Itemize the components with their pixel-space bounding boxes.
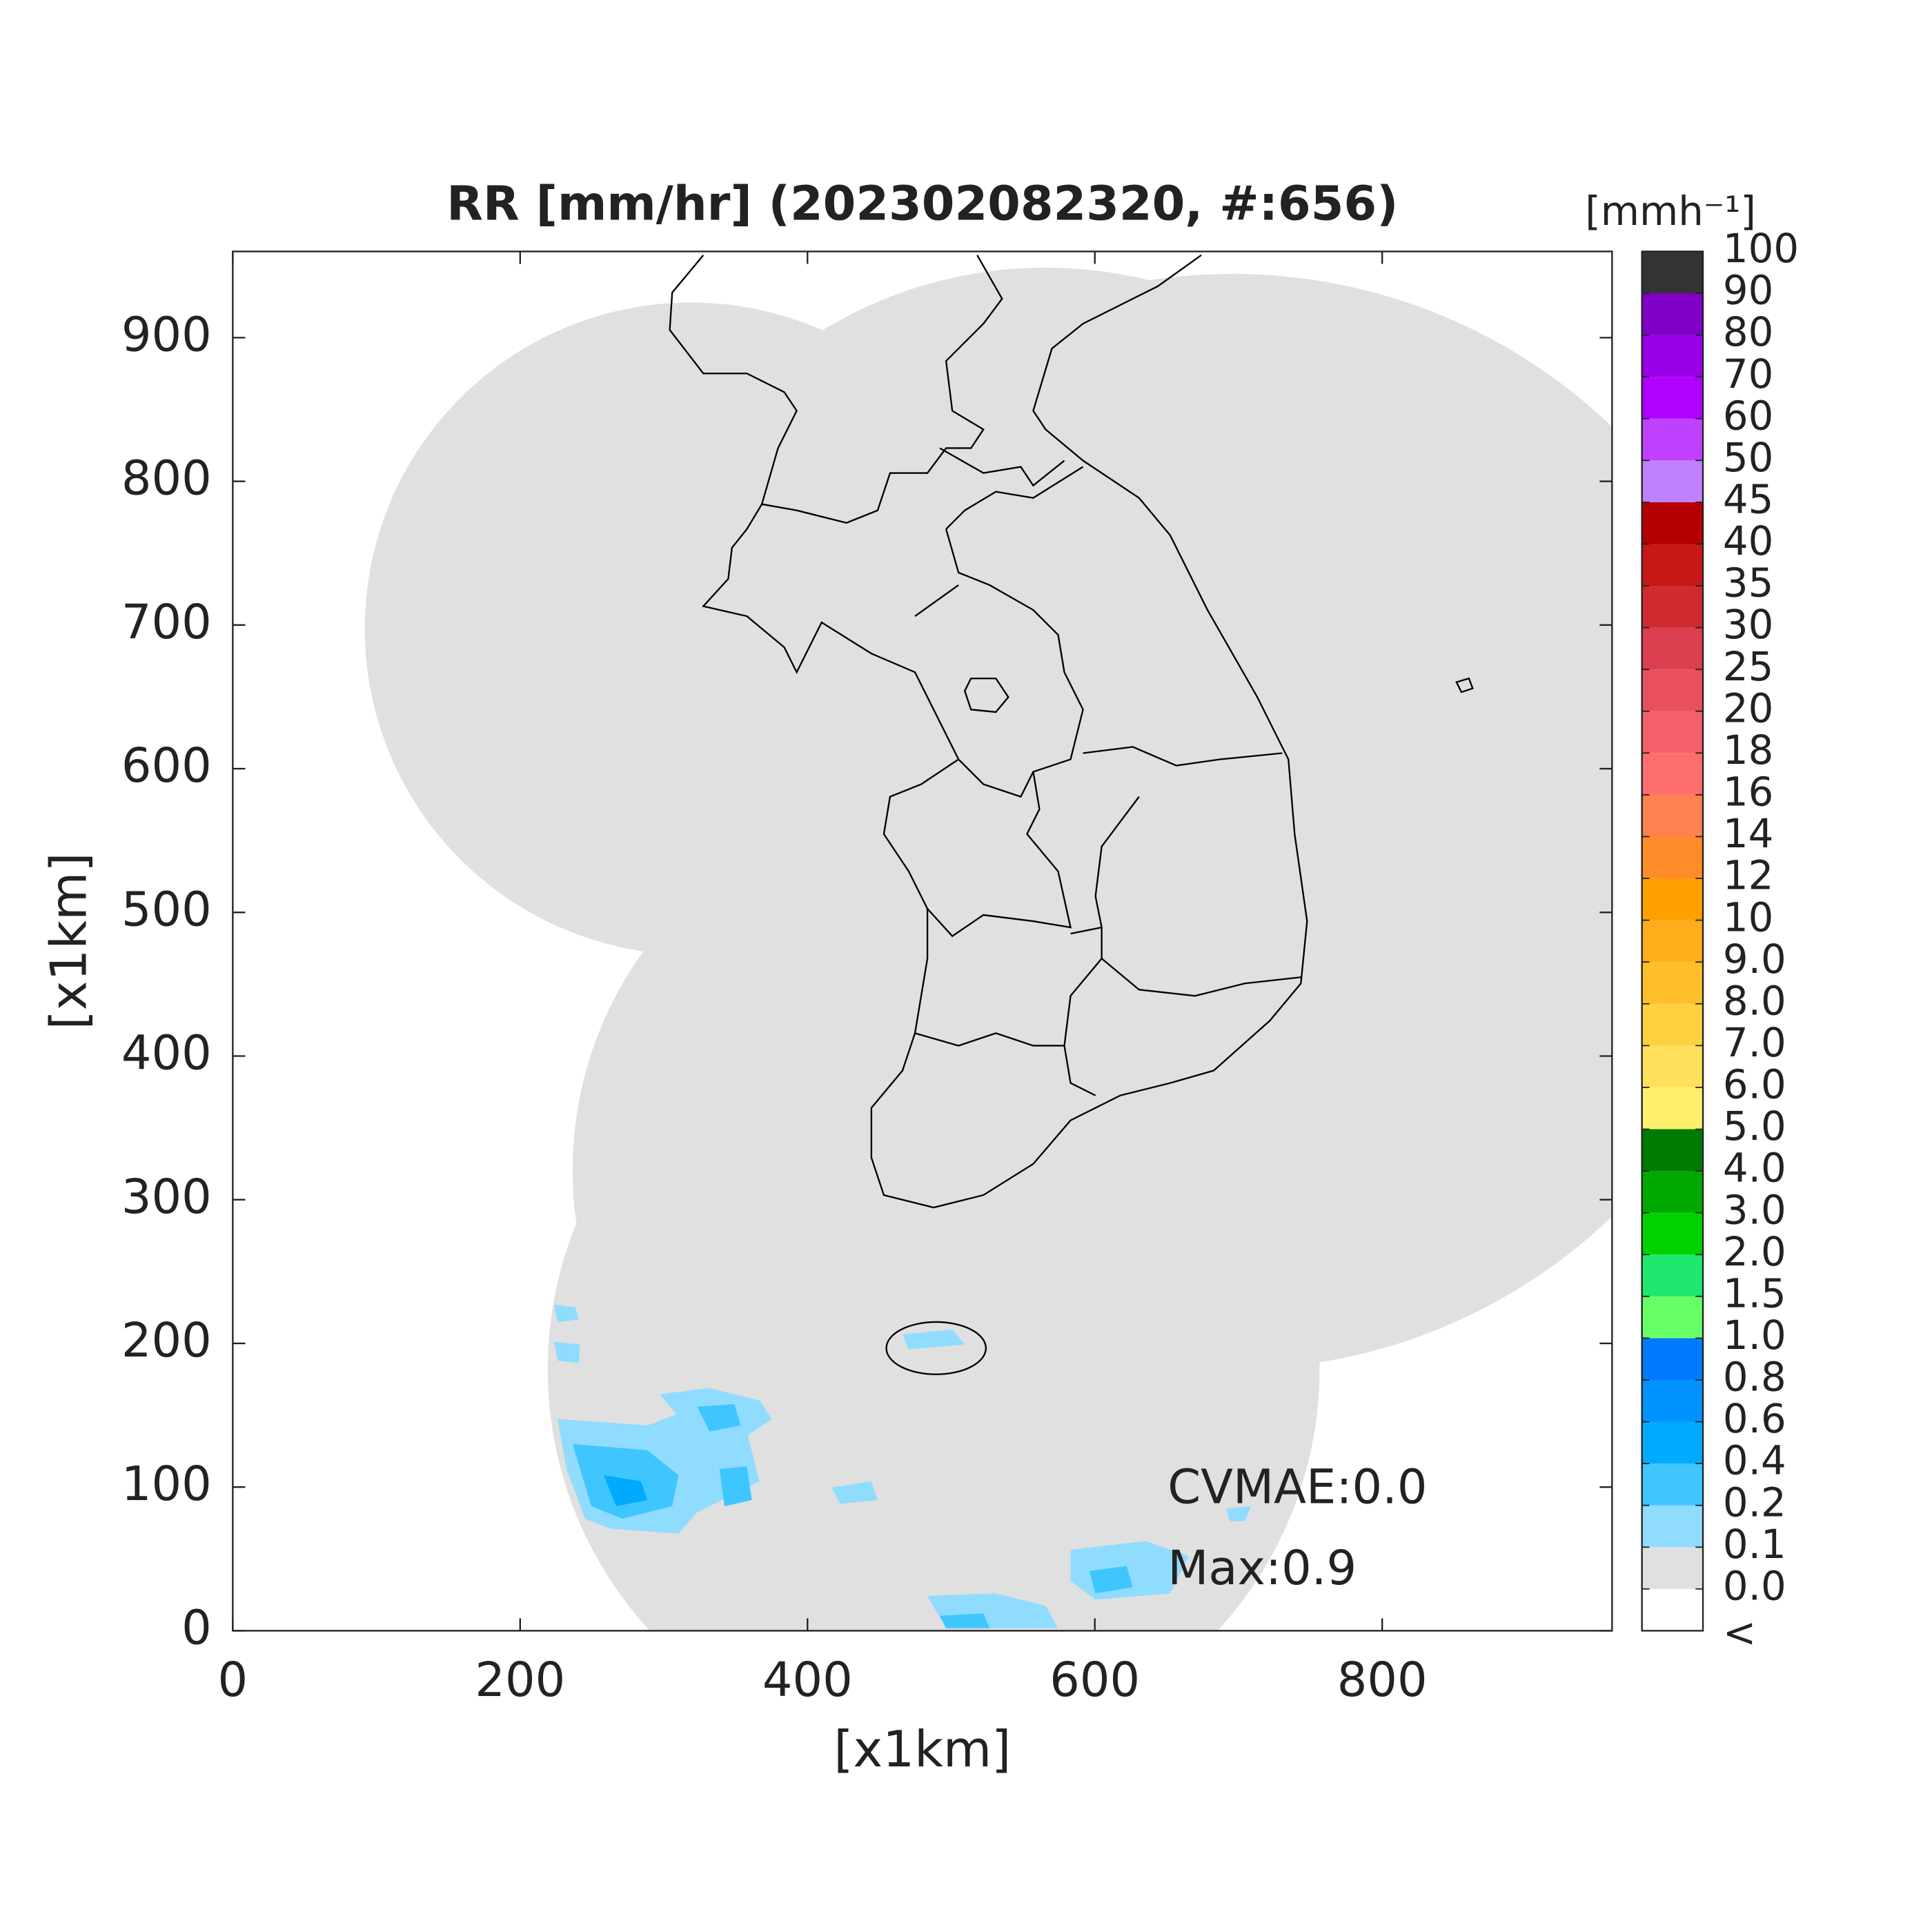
annotation: CVMAE:0.0 bbox=[1167, 1460, 1427, 1515]
colorbar-segment bbox=[1642, 502, 1704, 544]
colorbar-label: 80 bbox=[1723, 308, 1773, 355]
y-axis-label: [x1km] bbox=[41, 852, 99, 1029]
x-tick-label: 800 bbox=[1337, 1653, 1428, 1708]
colorbar-label: 0.0 bbox=[1723, 1562, 1786, 1609]
colorbar-label: 7.0 bbox=[1723, 1019, 1786, 1066]
y-tick-label: 0 bbox=[181, 1600, 212, 1655]
colorbar-label: 60 bbox=[1723, 392, 1773, 439]
colorbar-label: 40 bbox=[1723, 518, 1773, 564]
colorbar-label: 1.0 bbox=[1723, 1312, 1786, 1359]
colorbar-segment bbox=[1642, 794, 1704, 837]
colorbar-label: 9.0 bbox=[1723, 936, 1786, 983]
colorbar-segment bbox=[1642, 669, 1704, 711]
colorbar-label: 3.0 bbox=[1723, 1186, 1786, 1233]
x-axis-label: [x1km] bbox=[834, 1721, 1011, 1779]
colorbar-segment bbox=[1642, 293, 1704, 335]
x-tick-label: 0 bbox=[218, 1653, 248, 1708]
colorbar-label: 70 bbox=[1723, 351, 1773, 397]
y-tick-label: 900 bbox=[121, 307, 212, 362]
colorbar-segment bbox=[1642, 1421, 1704, 1464]
x-tick-label: 600 bbox=[1049, 1653, 1140, 1708]
colorbar-segment bbox=[1642, 251, 1704, 294]
colorbar-label: 0.4 bbox=[1723, 1437, 1786, 1484]
colorbar-label: 14 bbox=[1723, 810, 1773, 857]
colorbar-segment bbox=[1642, 1588, 1704, 1631]
colorbar-label: 10 bbox=[1723, 894, 1773, 940]
colorbar-segment bbox=[1642, 1129, 1704, 1172]
colorbar-segment bbox=[1642, 1463, 1704, 1506]
colorbar-segment bbox=[1642, 878, 1704, 920]
colorbar-label: 1.5 bbox=[1723, 1270, 1786, 1317]
colorbar-segment bbox=[1642, 1087, 1704, 1130]
y-tick-label: 600 bbox=[121, 738, 212, 793]
colorbar-label: 4.0 bbox=[1723, 1145, 1786, 1192]
colorbar-segment bbox=[1642, 544, 1704, 586]
y-tick-label: 100 bbox=[121, 1457, 212, 1512]
colorbar-label: 90 bbox=[1723, 267, 1773, 314]
colorbar-segment bbox=[1642, 753, 1704, 795]
colorbar-label: 35 bbox=[1723, 560, 1773, 607]
y-tick-label: 700 bbox=[121, 595, 212, 650]
colorbar-segment bbox=[1642, 836, 1704, 879]
colorbar-segment bbox=[1642, 1338, 1704, 1380]
colorbar-segment bbox=[1642, 920, 1704, 963]
colorbar-segment bbox=[1642, 586, 1704, 628]
colorbar-segment bbox=[1642, 377, 1704, 419]
colorbar-label: < bbox=[1723, 1609, 1756, 1656]
colorbar-label: 18 bbox=[1723, 727, 1773, 773]
colorbar-label: 0.8 bbox=[1723, 1354, 1786, 1401]
colorbar-label: 25 bbox=[1723, 643, 1773, 690]
colorbar-segment bbox=[1642, 1171, 1704, 1213]
map-layer bbox=[364, 254, 1613, 1631]
colorbar-label: 0.2 bbox=[1723, 1479, 1786, 1526]
y-tick-label: 800 bbox=[121, 451, 212, 506]
colorbar-segment bbox=[1642, 1296, 1704, 1339]
colorbar-segment bbox=[1642, 418, 1704, 461]
y-tick-label: 500 bbox=[121, 882, 212, 937]
colorbar-label: 30 bbox=[1723, 601, 1773, 648]
colorbar-segment bbox=[1642, 711, 1704, 753]
colorbar-label: 45 bbox=[1723, 476, 1773, 523]
radar-coverage bbox=[364, 267, 1613, 1631]
colorbar-segment bbox=[1642, 1003, 1704, 1046]
x-tick-label: 200 bbox=[475, 1653, 565, 1708]
colorbar-label: 0.6 bbox=[1723, 1395, 1786, 1442]
colorbar-segment bbox=[1642, 335, 1704, 377]
colorbar-segment bbox=[1642, 627, 1704, 670]
plot-frame bbox=[232, 250, 1613, 1632]
colorbar-label: 50 bbox=[1723, 434, 1773, 481]
colorbar-segment bbox=[1642, 1379, 1704, 1422]
y-tick-label: 400 bbox=[121, 1026, 212, 1081]
colorbar-label: 6.0 bbox=[1723, 1061, 1786, 1108]
colorbar-label: 16 bbox=[1723, 769, 1773, 816]
colorbar-label: 2.0 bbox=[1723, 1228, 1786, 1275]
colorbar-unit: [mmh⁻¹] bbox=[1585, 188, 1756, 235]
colorbar-label: 12 bbox=[1723, 852, 1773, 899]
colorbar-label: 5.0 bbox=[1723, 1103, 1786, 1150]
colorbar-segment bbox=[1642, 1045, 1704, 1087]
colorbar-segment bbox=[1642, 460, 1704, 502]
colorbar-segment bbox=[1642, 962, 1704, 1004]
colorbar-label: 0.1 bbox=[1723, 1521, 1786, 1568]
coastline bbox=[669, 254, 1474, 1375]
colorbar-segment bbox=[1642, 1254, 1704, 1297]
annotation: Max:0.9 bbox=[1167, 1541, 1357, 1596]
rain-echo bbox=[553, 1304, 1252, 1628]
colorbar-segment bbox=[1642, 1547, 1704, 1589]
y-tick-label: 200 bbox=[121, 1313, 212, 1368]
chart-title: RR [mm/hr] (202302082320, #:656) bbox=[446, 177, 1398, 232]
colorbar-label: 20 bbox=[1723, 684, 1773, 731]
colorbar-label: 8.0 bbox=[1723, 977, 1786, 1024]
x-tick-label: 400 bbox=[762, 1653, 853, 1708]
colorbar-segment bbox=[1642, 1212, 1704, 1255]
axes: 0 200 400 600 800 0 100 200 300 400 500 600 700 800 90… bbox=[121, 251, 1613, 1708]
colorbar-segment bbox=[1642, 1505, 1704, 1548]
colorbar: <0.00.10.20.40.60.81.01.52.03.04.05.06.0… bbox=[1641, 225, 1799, 1656]
colorbar-label: 100 bbox=[1723, 225, 1799, 272]
y-tick-label: 300 bbox=[121, 1170, 212, 1225]
colorbar-frame bbox=[1641, 250, 1704, 1632]
